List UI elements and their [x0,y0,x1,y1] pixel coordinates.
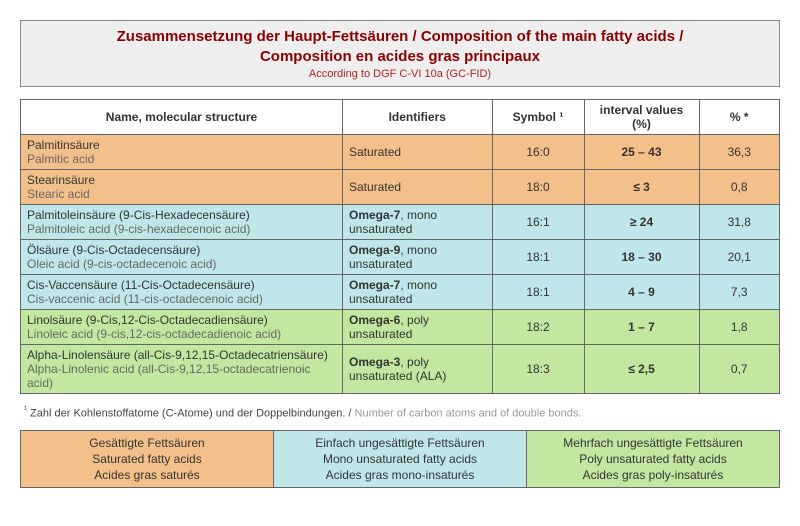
name-secondary: Stearic acid [27,187,336,201]
name-primary: Ölsäure (9-Cis-Octadecensäure) [27,243,336,257]
cell-symbol: 16:0 [492,135,584,170]
cell-name: PalmitinsäurePalmitic acid [21,135,343,170]
identifier-bold: Omega-3 [349,355,400,369]
cell-identifiers: Saturated [343,135,493,170]
cell-identifiers: Omega-9, mono unsaturated [343,240,493,275]
name-primary: Cis-Vaccensäure (11-Cis-Octadecensäure) [27,278,336,292]
identifier-rest: Saturated [349,180,401,194]
table-row: Alpha-Linolensäure (all-Cis-9,12,15-Octa… [21,345,780,394]
legend-saturated: Gesättigte Fettsäuren Saturated fatty ac… [21,430,274,488]
table-row: Cis-Vaccensäure (11-Cis-Octadecensäure)C… [21,275,780,310]
col-identifiers: Identifiers [343,100,493,135]
col-percent: % * [699,100,780,135]
fatty-acids-table: Name, molecular structure Identifiers Sy… [20,99,780,394]
legend-table: Gesättigte Fettsäuren Saturated fatty ac… [20,430,780,489]
name-primary: Palmitinsäure [27,138,336,152]
legend-mono: Einfach ungesättigte Fettsäuren Mono uns… [274,430,527,488]
cell-percent: 0,7 [699,345,780,394]
legend-mono-de: Einfach ungesättigte Fettsäuren [315,436,484,450]
cell-percent: 7,3 [699,275,780,310]
cell-symbol: 18:2 [492,310,584,345]
legend-sat-de: Gesättigte Fettsäuren [89,436,204,450]
table-row: Ölsäure (9-Cis-Octadecensäure)Oleic acid… [21,240,780,275]
cell-symbol: 18:0 [492,170,584,205]
name-secondary: Cis-vaccenic acid (11-cis-octadecenoic a… [27,292,336,306]
legend-poly-fr: Acides gras poly-insaturés [583,468,724,482]
legend-mono-en: Mono unsaturated fatty acids [323,452,477,466]
col-interval: interval values (%) [584,100,699,135]
table-row: Linolsäure (9-Cis,12-Cis-Octadecadiensäu… [21,310,780,345]
legend-mono-fr: Acides gras mono-insaturés [326,468,475,482]
name-primary: Palmitoleinsäure (9-Cis-Hexadecensäure) [27,208,336,222]
cell-identifiers: Saturated [343,170,493,205]
title-line-1: Zusammensetzung der Haupt-Fettsäuren / C… [31,27,769,47]
cell-interval: 25 – 43 [584,135,699,170]
cell-identifiers: Omega-7, mono unsaturated [343,205,493,240]
header-subtitle: According to DGF C-VI 10a (GC-FID) [31,68,769,80]
identifier-bold: Omega-9 [349,243,400,257]
name-primary: Linolsäure (9-Cis,12-Cis-Octadecadiensäu… [27,313,336,327]
cell-percent: 36,3 [699,135,780,170]
cell-name: Alpha-Linolensäure (all-Cis-9,12,15-Octa… [21,345,343,394]
legend-poly-de: Mehrfach ungesättigte Fettsäuren [563,436,742,450]
footnote: ¹ Zahl der Kohlenstoffatome (C-Atome) un… [24,404,780,420]
name-secondary: Alpha-Linolenic acid (all-Cis-9,12,15-oc… [27,362,336,390]
cell-percent: 1,8 [699,310,780,345]
cell-name: Palmitoleinsäure (9-Cis-Hexadecensäure)P… [21,205,343,240]
cell-interval: ≥ 24 [584,205,699,240]
cell-name: Ölsäure (9-Cis-Octadecensäure)Oleic acid… [21,240,343,275]
footnote-en: Number of carbon atoms and of double bon… [355,408,582,420]
cell-interval: ≤ 3 [584,170,699,205]
legend-poly-en: Poly unsaturated fatty acids [579,452,726,466]
legend-sat-en: Saturated fatty acids [92,452,201,466]
footnote-de: Zahl der Kohlenstoffatome (C-Atome) und … [27,408,355,420]
cell-identifiers: Omega-7, mono unsaturated [343,275,493,310]
cell-name: Linolsäure (9-Cis,12-Cis-Octadecadiensäu… [21,310,343,345]
cell-symbol: 18:1 [492,275,584,310]
name-secondary: Palmitic acid [27,152,336,166]
cell-interval: 4 – 9 [584,275,699,310]
cell-interval: 18 – 30 [584,240,699,275]
title-line-2: Composition en acides gras principaux [31,47,769,67]
table-row: PalmitinsäurePalmitic acid Saturated 16:02… [21,135,780,170]
cell-name: StearinsäureStearic acid [21,170,343,205]
cell-interval: ≤ 2,5 [584,345,699,394]
cell-name: Cis-Vaccensäure (11-Cis-Octadecensäure)C… [21,275,343,310]
table-header-row: Name, molecular structure Identifiers Sy… [21,100,780,135]
cell-percent: 0,8 [699,170,780,205]
name-secondary: Palmitoleic acid (9-cis-hexadecenoic aci… [27,222,336,236]
cell-symbol: 18:3 [492,345,584,394]
cell-identifiers: Omega-6, poly unsaturated [343,310,493,345]
header-panel: Zusammensetzung der Haupt-Fettsäuren / C… [20,20,780,87]
table-row: Palmitoleinsäure (9-Cis-Hexadecensäure)P… [21,205,780,240]
cell-symbol: 18:1 [492,240,584,275]
identifier-rest: Saturated [349,145,401,159]
name-primary: Alpha-Linolensäure (all-Cis-9,12,15-Octa… [27,348,336,362]
cell-symbol: 16:1 [492,205,584,240]
cell-interval: 1 – 7 [584,310,699,345]
table-row: StearinsäureStearic acid Saturated 18:0≤ 3… [21,170,780,205]
identifier-bold: Omega-7 [349,278,400,292]
identifier-bold: Omega-7 [349,208,400,222]
cell-percent: 20,1 [699,240,780,275]
name-primary: Stearinsäure [27,173,336,187]
name-secondary: Oleic acid (9-cis-octadecenoic acid) [27,257,336,271]
name-secondary: Linoleic acid (9-cis,12-cis-octadecadien… [27,327,336,341]
cell-identifiers: Omega-3, poly unsaturated (ALA) [343,345,493,394]
identifier-bold: Omega-6 [349,313,400,327]
col-symbol: Symbol ¹ [492,100,584,135]
col-name: Name, molecular structure [21,100,343,135]
legend-poly: Mehrfach ungesättigte Fettsäuren Poly un… [527,430,780,488]
cell-percent: 31,8 [699,205,780,240]
legend-sat-fr: Acides gras saturés [94,468,199,482]
